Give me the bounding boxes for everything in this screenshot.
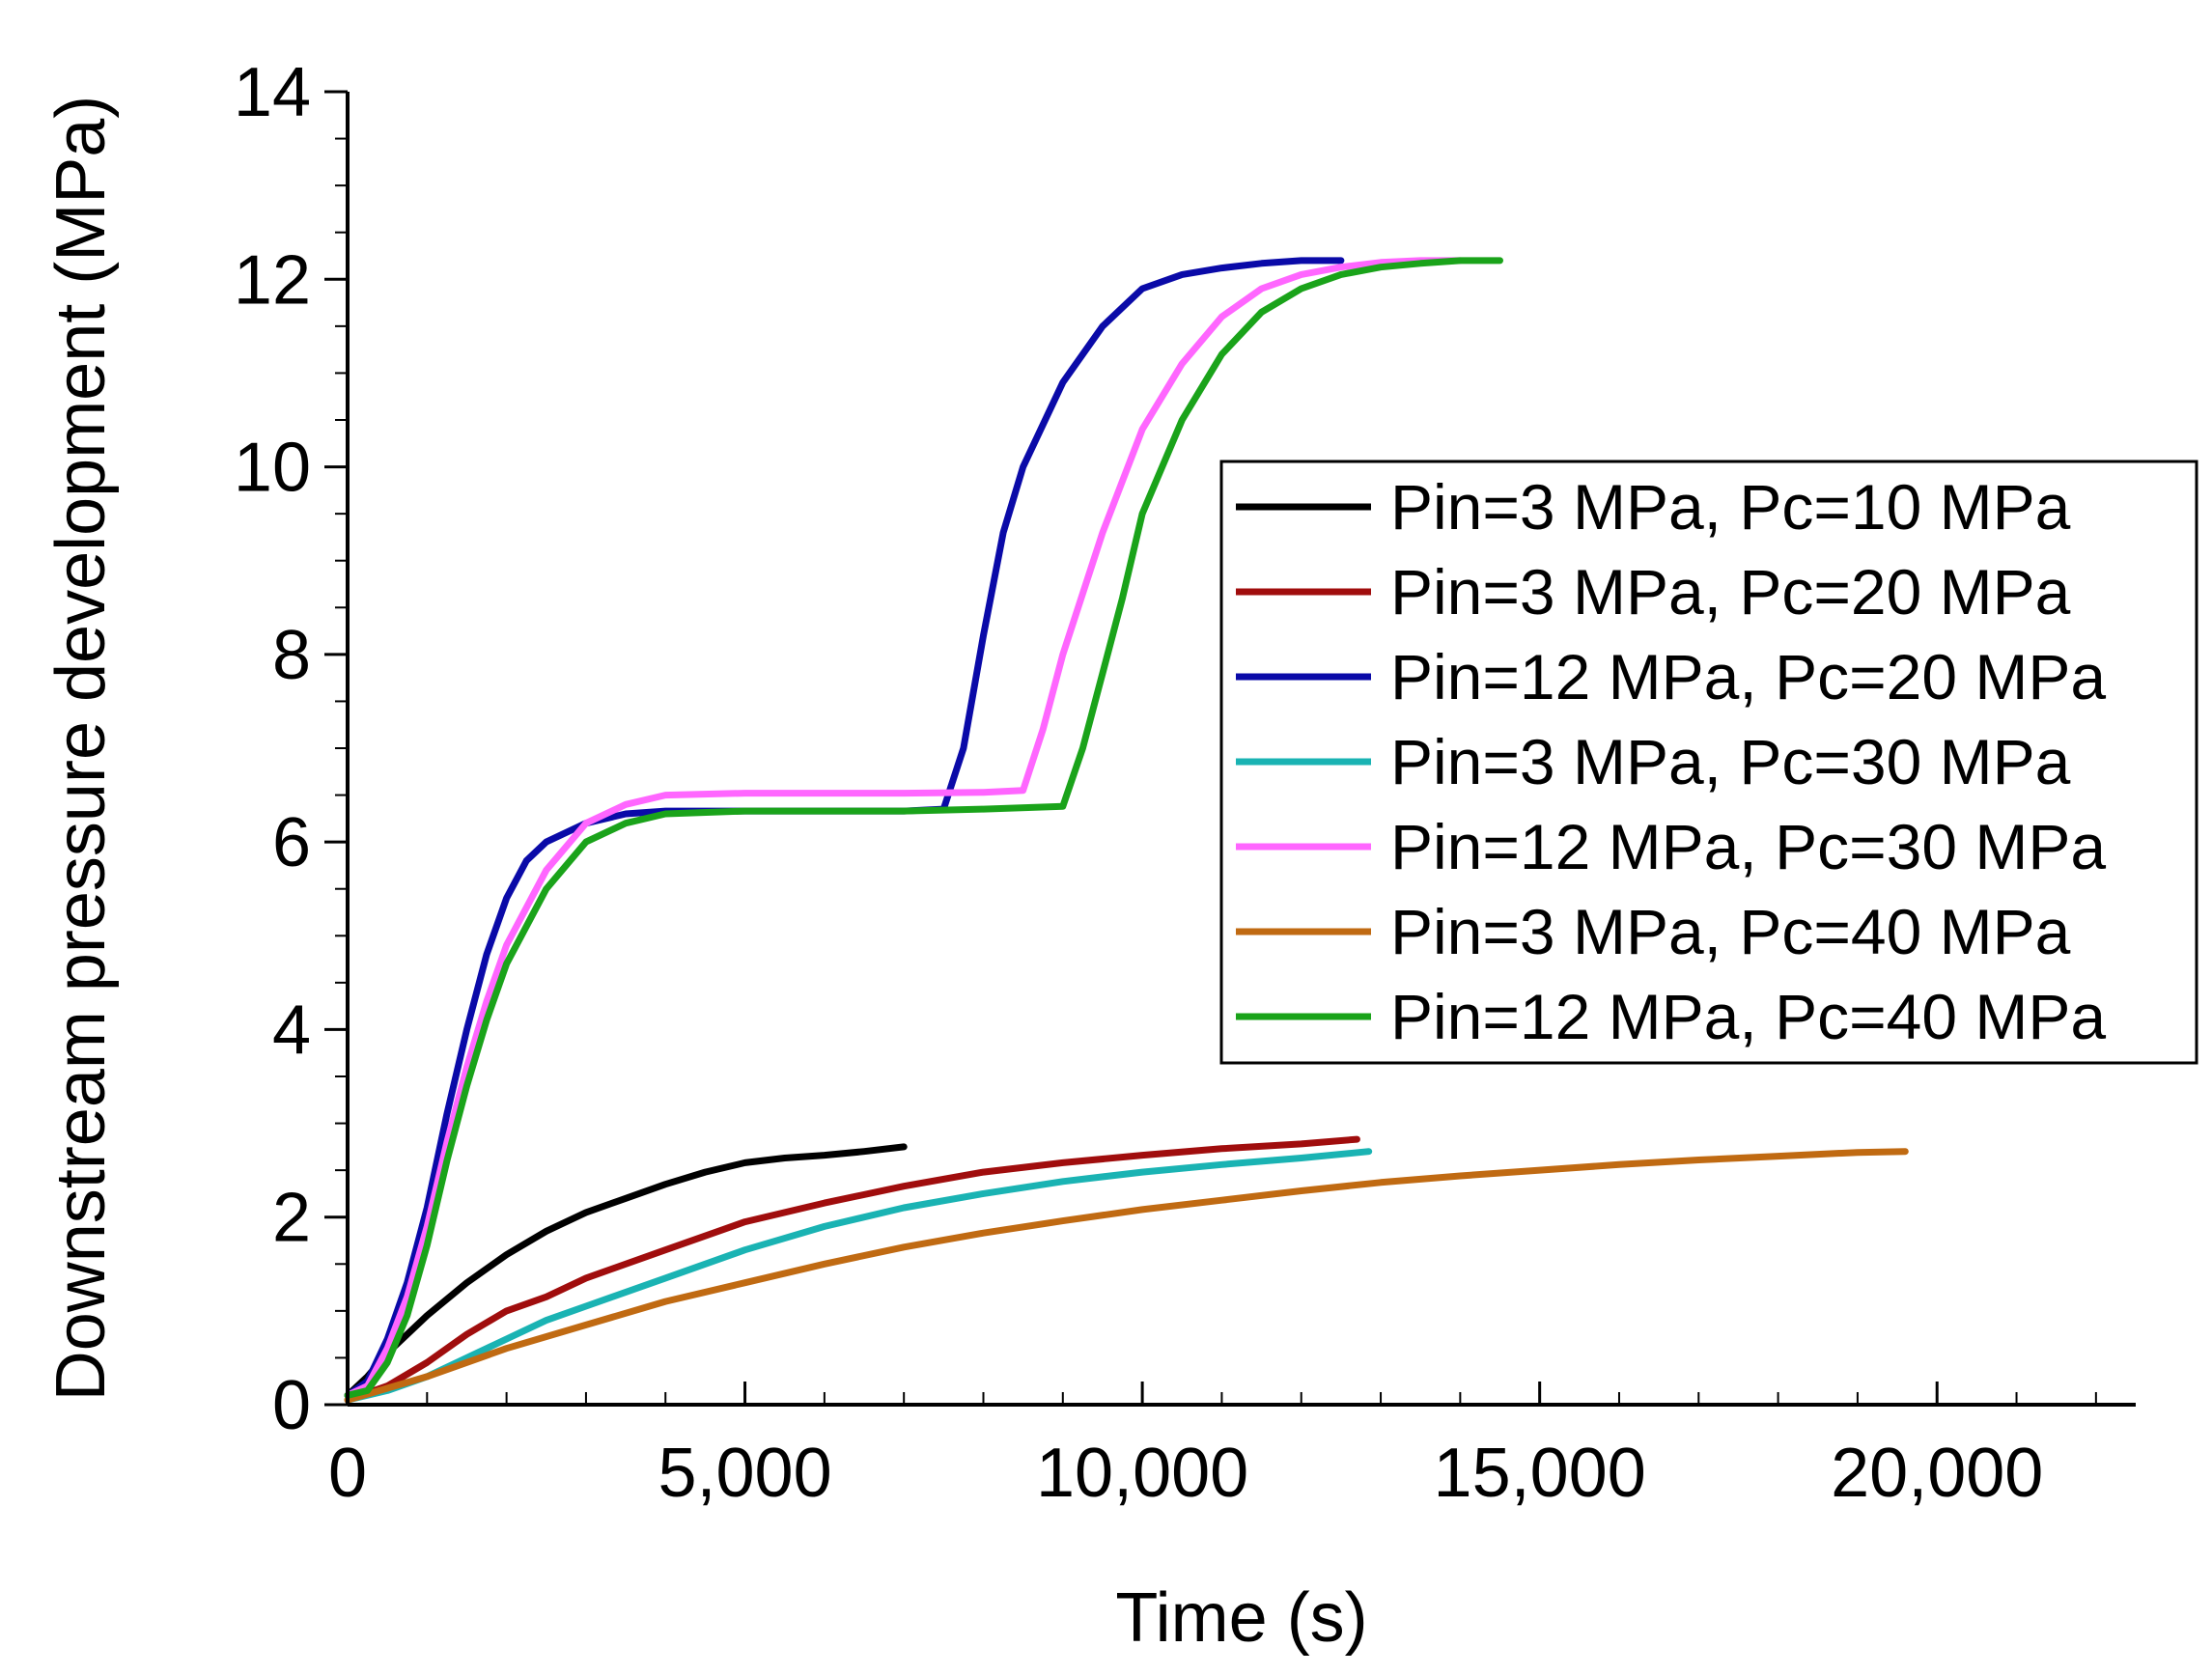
y-tick-label: 10 <box>234 430 311 507</box>
y-tick-label: 2 <box>272 1180 311 1257</box>
x-tick-label: 10,000 <box>1036 1435 1248 1512</box>
x-tick-label: 5,000 <box>658 1435 831 1512</box>
y-axis-title: Downstream pressure development (MPa) <box>42 96 120 1402</box>
y-tick-label: 6 <box>272 804 311 881</box>
series-line-2 <box>344 1135 1360 1404</box>
y-tick-label: 4 <box>272 991 311 1069</box>
legend-label-6: Pin=3 MPa, Pc=40 MPa <box>1390 896 2071 967</box>
y-tick-label: 14 <box>234 54 311 131</box>
legend-label-3: Pin=12 MPa, Pc=20 MPa <box>1390 641 2106 712</box>
y-tick-label: 0 <box>272 1367 311 1444</box>
legend-label-4: Pin=3 MPa, Pc=30 MPa <box>1390 726 2071 797</box>
series-line-6 <box>344 1148 1909 1404</box>
x-tick-label: 20,000 <box>1831 1435 2043 1512</box>
legend: Pin=3 MPa, Pc=10 MPa Pin=3 MPa, Pc=20 MPa… <box>1219 460 2198 1065</box>
series-line-7 <box>344 257 1503 1399</box>
legend-label-7: Pin=12 MPa, Pc=40 MPa <box>1390 981 2106 1052</box>
legend-label-1: Pin=3 MPa, Pc=10 MPa <box>1390 471 2071 543</box>
legend-label-2: Pin=3 MPa, Pc=20 MPa <box>1390 556 2071 628</box>
series-layer <box>344 257 1909 1404</box>
y-tick-label: 12 <box>234 241 311 319</box>
series-line-5 <box>344 257 1464 1399</box>
legend-label-5: Pin=12 MPa, Pc=30 MPa <box>1390 811 2106 882</box>
x-axis-title: Time (s) <box>1115 1579 1367 1657</box>
series-line-4 <box>344 1148 1373 1404</box>
y-tick-label: 8 <box>272 617 311 694</box>
x-tick-label: 15,000 <box>1434 1435 1646 1512</box>
ticks: 0 5,000 10,000 15,000 20,000 0 2 4 6 8 10 12 14 <box>234 54 2097 1512</box>
series-line-1 <box>344 1143 908 1399</box>
legend-box <box>1219 460 2198 1065</box>
x-tick-label: 0 <box>328 1435 367 1512</box>
